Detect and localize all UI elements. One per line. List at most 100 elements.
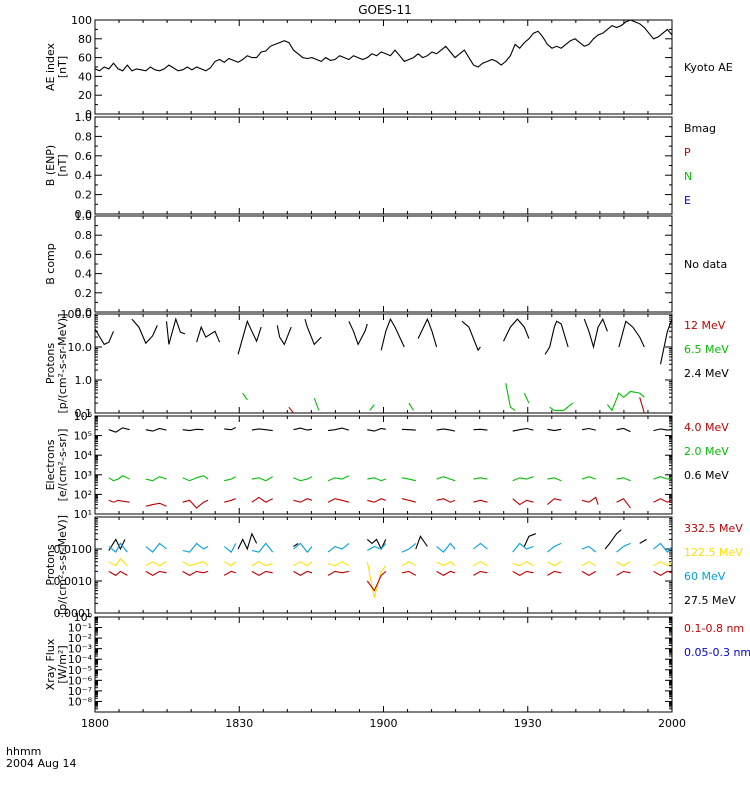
legend-e: E [684,194,691,207]
y-tick-label: 1.0 [75,111,93,124]
legend-60-mev: 60 MeV [684,570,726,583]
series-line-332-5-mev [616,570,631,576]
series-line-332-5-mev [401,570,417,576]
y-tick-label: 10⁻⁵ [68,664,92,677]
y-axis-unit: [W/m²] [56,645,69,683]
y-tick-label: 0.4 [75,169,93,182]
series-line-122-5-mev [616,561,631,567]
series-line-122-5-mev [547,561,562,567]
series-line-60-mev [108,542,128,553]
series-line-60-mev [581,545,597,553]
series-line-6-5-mev [549,402,574,411]
y-axis-label: B (ENP) [44,145,57,186]
series-line-27-5-mev [415,535,428,550]
series-line-0-6-mev [581,427,596,431]
series-line-2-0-mev [145,476,167,482]
y-tick-label: 0 [85,108,92,121]
series-line-2-0-mev [327,475,350,482]
series-line-2-0-mev [436,476,456,482]
series-line-4-0-mev [182,499,209,509]
y-tick-label: 10⁻¹ [68,622,92,635]
series-line-332-5-mev [547,570,562,576]
series-line-122-5-mev [436,561,456,567]
y-axis-label: Xray Flux [44,638,57,690]
series-line-4-0-mev [293,498,313,503]
series-line-2-0-mev [224,476,237,482]
panel-frame [94,616,673,713]
panel-protons: 0.1 1.0 10.0 100.0 Protons [p/(cm²-s-sr-MeV)]… [44,308,729,420]
legend-0-05-0-3-nm: 0.05-0.3 nm [684,646,750,659]
series-line-332-5-mev [327,570,350,576]
series-line-60-mev [327,542,350,553]
y-tick-label: 10⁻⁴ [68,653,93,666]
series-line-0-6-mev [108,427,130,433]
series-line-4-0-mev [436,498,456,503]
series-line-2-4-mev [95,328,115,346]
series-line-122-5-mev [182,561,209,567]
series-line-60-mev [223,543,237,553]
series-line-122-5-mev [108,557,128,567]
series-line-27-5-mev [639,538,647,544]
y-tick-label: 10.0 [68,341,93,354]
series-line-2-4-mev [503,318,530,342]
series-line-2-4-mev [237,319,262,355]
series-line-332-5-mev [366,570,387,592]
series-line-122-5-mev [327,561,350,567]
y-tick-label: 0.6 [75,248,93,261]
y-tick-label: 100 [71,14,92,27]
series-line-6-5-mev [606,390,645,412]
series-line-4-0-mev [224,498,236,503]
series-line [95,20,672,72]
y-axis-unit: [nT] [56,154,69,176]
series-line-332-5-mev [293,570,313,577]
series-line-332-5-mev [581,570,597,577]
series-line-0-6-mev [473,428,488,431]
legend-122-5-mev: 122.5 MeV [684,546,743,559]
y-axis-unit: [p/(cm²-s-sr-MeV)] [56,314,69,414]
series-line-4-0-mev [581,496,599,505]
series-line-122-5-mev [145,561,167,567]
panel-bcomp: 0.0 0.2 0.4 0.6 0.8 1.0 B comp No data [44,210,727,319]
series-line-2-4-mev [659,318,672,365]
y-axis-label: Protons [44,544,57,585]
y-tick-label: 10⁶ [74,410,93,423]
series-line-6-5-mev [505,383,516,411]
x-axis-label-hhmm: hhmm [6,745,41,758]
series-line-60-mev [401,542,417,553]
y-tick-label: 10⁻⁶ [68,674,93,687]
legend-no-data: No data [684,258,727,271]
series-line-4-0-mev [108,499,130,503]
y-tick-label: 20 [78,89,92,102]
series-line-2-0-mev [367,477,386,482]
series-line-2-4-mev [196,325,221,343]
x-tick-label: 1930 [514,717,542,730]
x-axis-label-date: 2004 Aug 14 [6,757,76,770]
series-line-122-5-mev [366,561,387,598]
series-line-2-4-mev [276,325,292,346]
y-tick-label: 0.8 [75,130,93,143]
series-line-27-5-mev [293,542,299,547]
legend-6-5-mev: 6.5 MeV [684,343,729,356]
y-axis-label: B comp [44,243,57,285]
x-tick-label: 1900 [370,717,398,730]
series-line-2-0-mev [401,477,416,482]
series-line-122-5-mev [653,561,672,567]
series-line-0-6-mev [367,427,386,432]
y-tick-label: 10⁻² [68,632,92,645]
x-tick-label: 2000 [658,717,686,730]
series-line-12-mev [288,406,294,413]
y-tick-label: 80 [78,33,92,46]
legend-0-1-0-8-nm: 0.1-0.8 nm [684,622,744,635]
y-tick-label: 0.6 [75,150,93,163]
series-line-0-6-mev [436,428,456,432]
series-line-2-4-mev [618,320,645,348]
series-line-4-0-mev [653,498,672,503]
series-line-6-5-mev [523,392,530,404]
y-tick-label: 0.0100 [54,543,93,556]
series-line-0-6-mev [616,427,631,433]
y-axis-label: AE index [44,42,57,91]
series-line-2-4-mev [304,318,322,346]
panel-frame [94,116,673,215]
series-line-60-mev [293,542,313,553]
